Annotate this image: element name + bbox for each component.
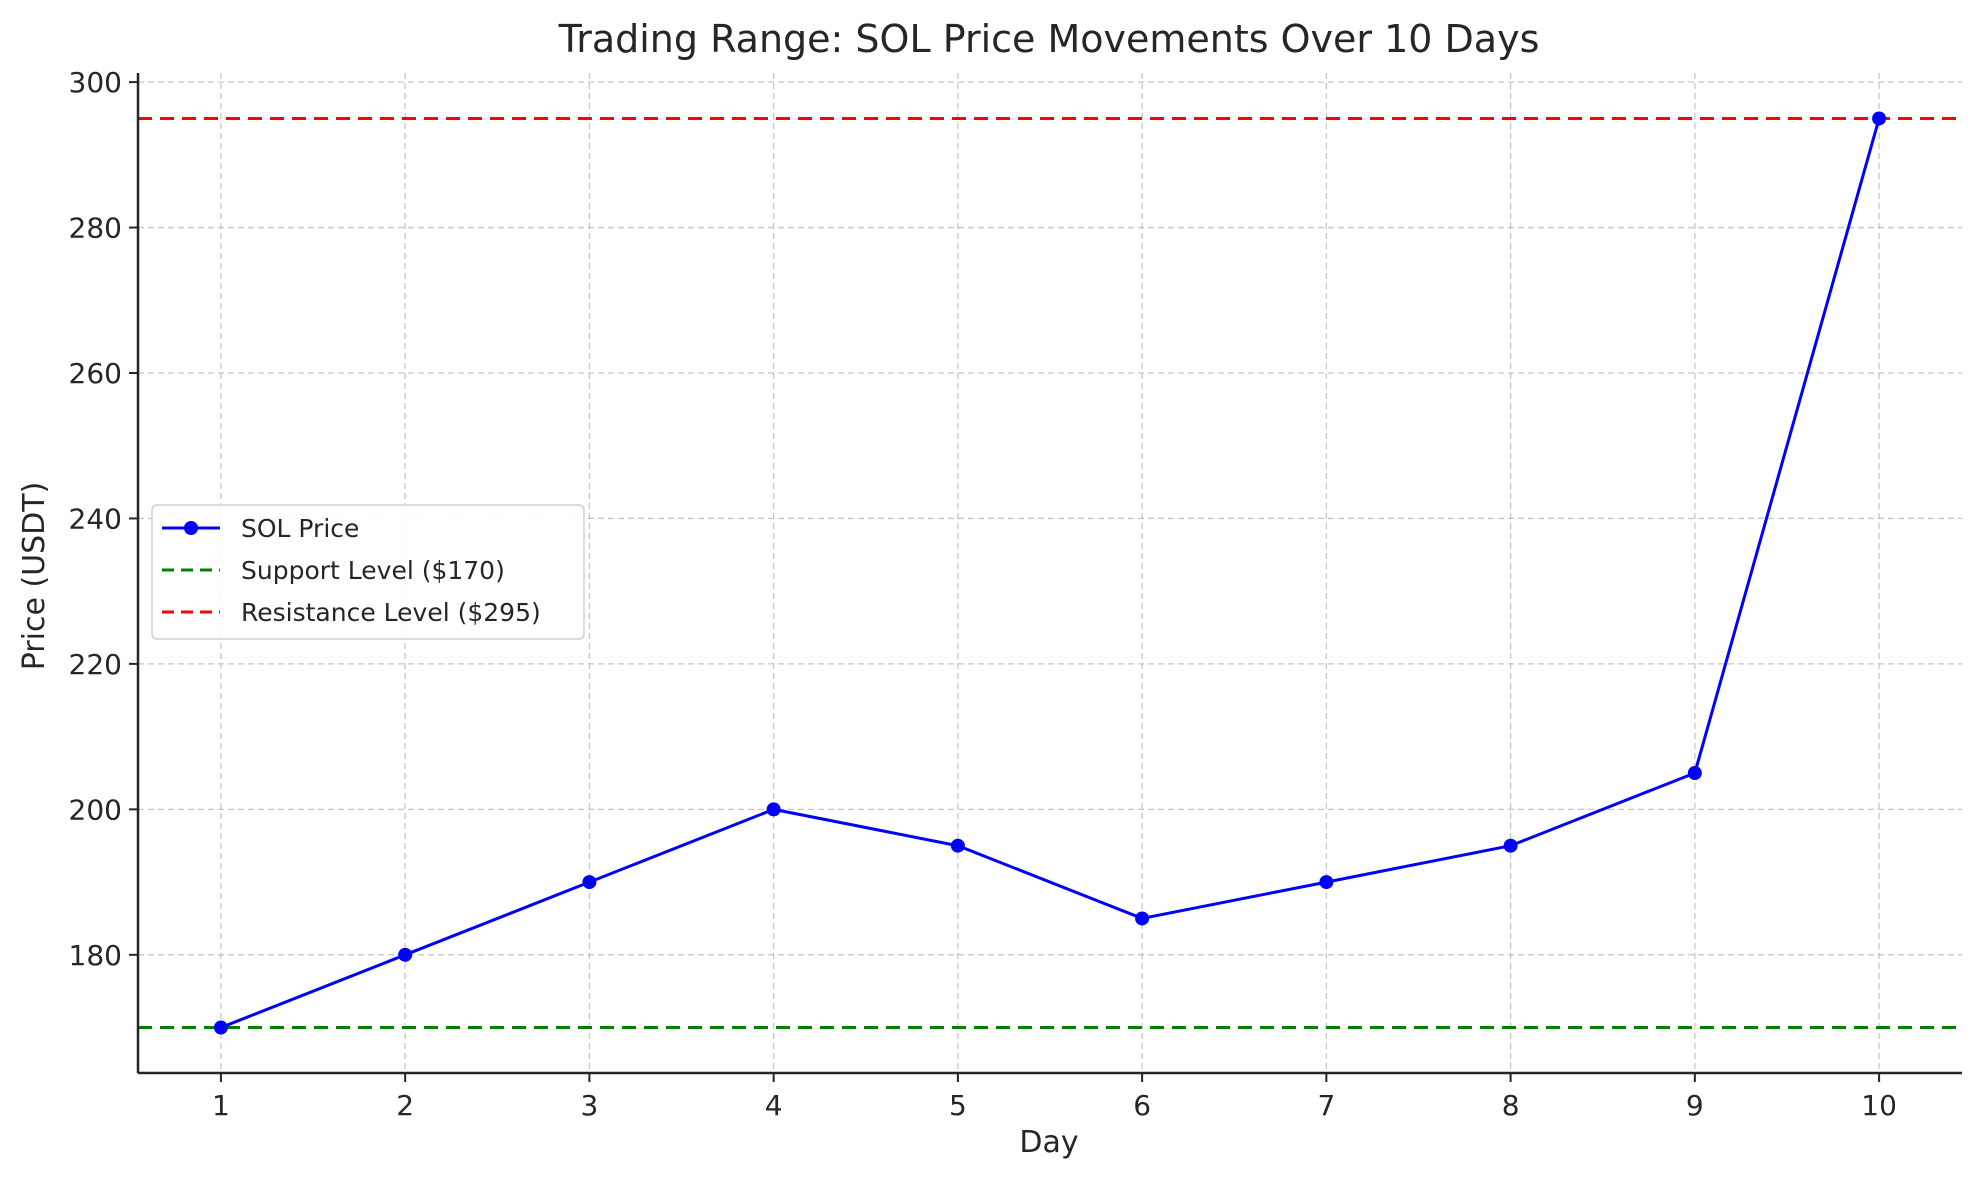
x-tick-label: 7	[1317, 1089, 1335, 1122]
data-point	[582, 875, 597, 890]
y-tick-label: 260	[69, 357, 122, 390]
data-point	[1319, 875, 1334, 890]
x-tick-label: 9	[1686, 1089, 1704, 1122]
y-tick-label: 280	[69, 212, 122, 245]
data-point	[950, 838, 965, 853]
x-tick-label: 10	[1861, 1089, 1897, 1122]
x-tick-label: 8	[1502, 1089, 1520, 1122]
x-tick-label: 4	[765, 1089, 783, 1122]
y-tick-label: 200	[69, 793, 122, 826]
chart-title: Trading Range: SOL Price Movements Over …	[558, 17, 1540, 61]
legend-box	[151, 504, 585, 640]
x-tick-label: 2	[396, 1089, 414, 1122]
y-tick-label: 240	[69, 502, 122, 535]
data-point	[1135, 911, 1150, 926]
legend: SOL Price Support Level ($170) Resistance …	[151, 504, 585, 640]
data-point	[1503, 838, 1518, 853]
x-tick-label: 3	[580, 1089, 598, 1122]
legend-marker	[184, 521, 198, 535]
legend-label: SOL Price	[241, 514, 359, 543]
x-tick-label: 6	[1133, 1089, 1151, 1122]
data-point	[766, 802, 781, 817]
data-point	[1872, 111, 1887, 126]
legend-label: Support Level ($170)	[241, 556, 505, 585]
data-point	[213, 1020, 228, 1035]
x-tick-label: 5	[949, 1089, 967, 1122]
data-point	[1687, 766, 1702, 780]
y-tick-label: 220	[69, 648, 122, 681]
y-tick-label: 180	[69, 939, 122, 972]
y-tick-label: 300	[69, 66, 122, 99]
legend-label: Resistance Level ($295)	[241, 598, 541, 627]
x-axis-label: Day	[1019, 1125, 1078, 1160]
x-tick-label: 1	[212, 1089, 230, 1122]
data-point	[398, 947, 413, 962]
y-axis-label: Price (USDT)	[17, 482, 52, 671]
series-line	[220, 118, 1881, 1029]
